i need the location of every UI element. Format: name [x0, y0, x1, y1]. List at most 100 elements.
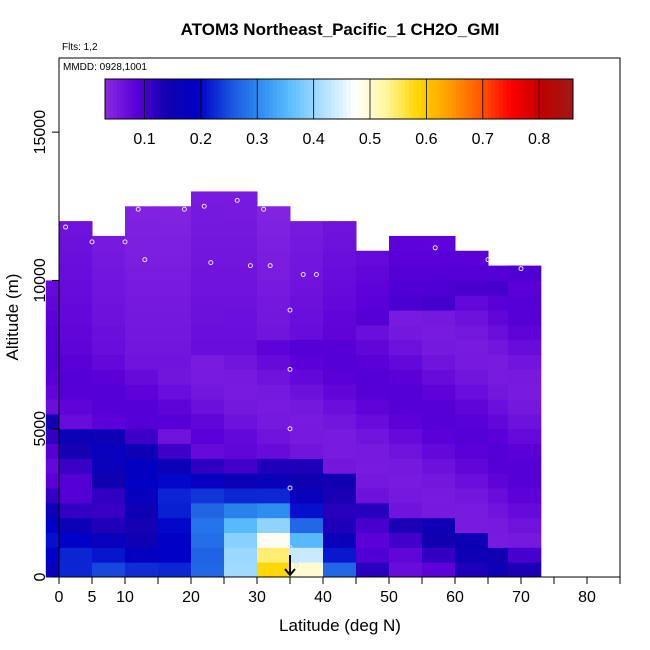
colorbar-swatch: [346, 79, 352, 119]
colorbar-swatch: [120, 79, 125, 119]
x-axis: 0 5 10 20 30 40 50 60 70 80: [55, 577, 621, 606]
heatmap-cell: [257, 280, 291, 296]
colorbar-swatch: [557, 79, 562, 119]
heatmap-cell: [356, 562, 390, 578]
heatmap-cell: [323, 502, 357, 519]
heatmap-cell: [356, 517, 390, 534]
heatmap-cell: [59, 399, 93, 415]
colorbar-swatch: [522, 79, 527, 119]
track-point: [122, 239, 128, 245]
colorbar-swatch: [237, 79, 242, 119]
track-point: [518, 266, 524, 272]
heatmap-cell: [158, 413, 192, 430]
heatmap-cell: [92, 413, 126, 430]
colorbar-swatch: [362, 79, 367, 119]
heatmap-cell: [125, 547, 159, 563]
heatmap-cell: [224, 488, 258, 504]
heatmap-cell: [191, 295, 225, 311]
heatmap-cell: [257, 488, 291, 504]
heatmap-cell: [323, 443, 357, 459]
heatmap-cell: [257, 221, 291, 237]
heatmap-cell: [422, 295, 456, 311]
heatmap-cell: [125, 339, 159, 356]
colorbar-tick-label: 0.6: [415, 131, 437, 148]
colorbar-swatch: [428, 79, 433, 119]
track-point: [142, 257, 148, 263]
heatmap-cell: [389, 250, 423, 267]
heatmap-cell: [422, 354, 456, 370]
heatmap-cell: [125, 369, 159, 385]
colorbar-swatch: [444, 79, 449, 119]
heatmap-cell: [507, 413, 542, 430]
heatmap-cell: [158, 369, 192, 385]
colorbar-swatch: [136, 79, 141, 119]
heatmap-cell: [455, 265, 489, 281]
heatmap-cell: [224, 562, 258, 578]
heatmap-cell: [191, 399, 225, 415]
track-point: [267, 263, 273, 269]
heatmap: [45, 191, 542, 578]
colorbar-swatch: [202, 79, 207, 119]
x-tick-label: 40: [314, 589, 332, 606]
colorbar-swatch: [514, 79, 519, 119]
heatmap-cell: [59, 428, 93, 445]
heatmap-cell: [257, 532, 291, 548]
track-point: [287, 426, 293, 432]
colorbar-swatch: [534, 79, 539, 119]
heatmap-cell: [257, 547, 291, 563]
heatmap-cell: [158, 547, 192, 563]
colorbar-swatch: [159, 79, 164, 119]
heatmap-cell: [191, 191, 225, 207]
heatmap-cell: [125, 280, 159, 296]
heatmap-cell: [191, 517, 225, 534]
colorbar-swatch: [214, 79, 219, 119]
x-tick-label: 70: [512, 589, 530, 606]
heatmap-cell: [191, 562, 225, 578]
heatmap-cell: [389, 339, 423, 356]
heatmap-cell: [455, 369, 489, 385]
heatmap-cell: [455, 339, 489, 356]
heatmap-cell: [191, 265, 225, 281]
colorbar-tick-label: 0.5: [359, 131, 381, 148]
heatmap-cell: [389, 310, 423, 326]
heatmap-cell: [224, 458, 258, 474]
heatmap-cell: [125, 250, 159, 267]
colorbar-swatch: [175, 79, 180, 119]
colorbar-swatch: [300, 79, 305, 119]
heatmap-cell: [158, 399, 192, 415]
heatmap-cell: [290, 280, 324, 296]
heatmap-cell: [323, 339, 357, 356]
heatmap-cell: [224, 547, 258, 563]
heatmap-cell: [257, 250, 291, 267]
heatmap-cell: [158, 339, 192, 356]
heatmap-cell: [158, 295, 192, 311]
heatmap-cell: [224, 384, 258, 400]
colorbar-swatch: [475, 79, 480, 119]
heatmap-cell: [158, 384, 192, 400]
heatmap-cell: [92, 547, 126, 563]
heatmap-cell: [323, 250, 357, 267]
colorbar-swatch: [167, 79, 172, 119]
heatmap-cell: [125, 354, 159, 370]
track-point: [63, 224, 69, 230]
heatmap-cell: [224, 221, 258, 237]
heatmap-cell: [257, 399, 291, 415]
y-tick-label: 0: [32, 572, 49, 581]
heatmap-cell: [191, 547, 225, 563]
heatmap-cell: [158, 532, 192, 548]
heatmap-cell: [507, 547, 542, 563]
heatmap-cell: [125, 384, 159, 400]
heatmap-cell: [323, 488, 357, 504]
heatmap-cell: [224, 339, 258, 356]
colorbar-swatch: [342, 79, 348, 119]
heatmap-cell: [356, 369, 390, 385]
heatmap-cell: [507, 369, 542, 385]
colorbar-swatch: [405, 79, 410, 119]
heatmap-cell: [356, 310, 390, 326]
colorbar-swatch: [245, 79, 250, 119]
x-tick-label: 50: [380, 589, 398, 606]
colorbar-swatch: [389, 79, 394, 119]
heatmap-cell: [507, 562, 542, 578]
heatmap-cell: [224, 295, 258, 311]
heatmap-cell: [323, 384, 357, 400]
